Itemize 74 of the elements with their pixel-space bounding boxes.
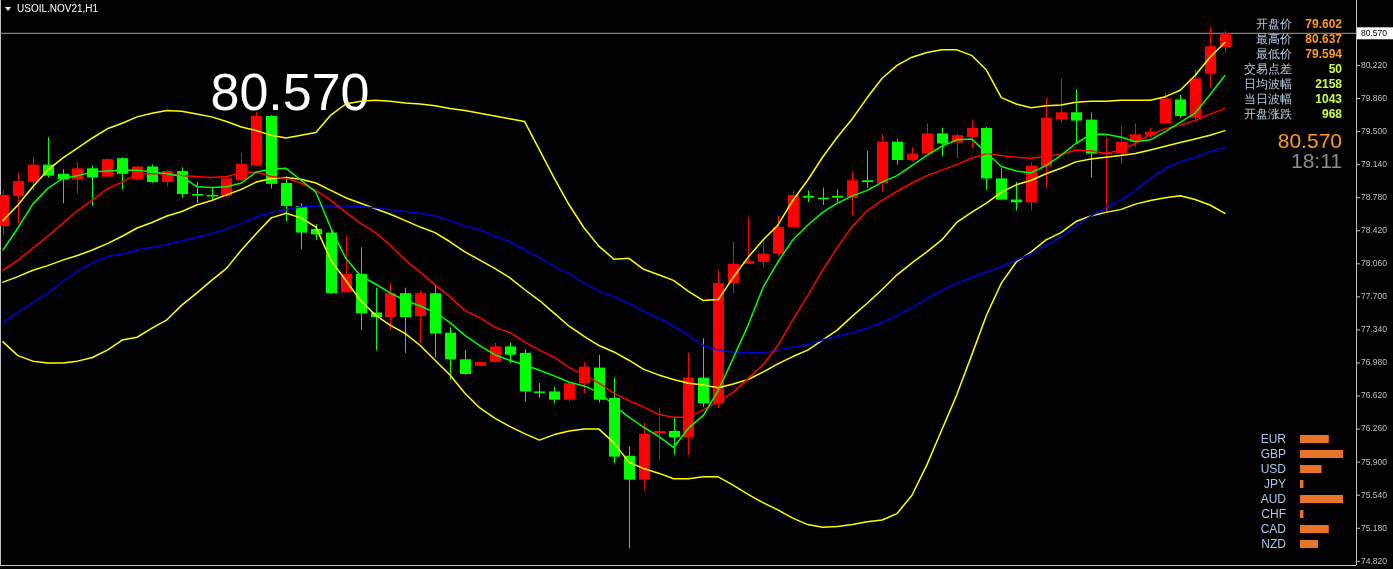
y-tick-label: 78.780 <box>1361 192 1389 203</box>
text: 开盘涨跌 <box>1244 107 1292 121</box>
y-tick-label: 75.900 <box>1361 456 1389 467</box>
candlestick <box>117 156 128 190</box>
y-tick-label: NZD <box>1261 537 1287 551</box>
y-tick-label: 79.860 <box>1361 92 1389 103</box>
y-tick-label: 75.540 <box>1361 489 1389 500</box>
bar <box>1300 525 1329 533</box>
bar <box>1300 495 1343 503</box>
y-tick-label: 74.820 <box>1361 555 1389 566</box>
candlestick <box>1071 88 1082 144</box>
text: 1043 <box>1315 92 1343 106</box>
y-tick-label: EUR <box>1260 432 1287 446</box>
text: 18:11 <box>1291 149 1342 172</box>
text: 80.570 <box>1277 129 1342 152</box>
candlestick <box>847 171 858 216</box>
bar <box>1300 435 1329 443</box>
text: 当日波幅 <box>1244 92 1292 106</box>
candlestick <box>460 349 471 376</box>
candlestick <box>192 181 203 204</box>
y-tick-label: 75.180 <box>1361 522 1389 533</box>
y-tick-label: 77.340 <box>1361 324 1389 335</box>
bar <box>1300 540 1319 548</box>
y-tick-label: AUD <box>1260 492 1287 506</box>
candlestick <box>385 282 396 331</box>
candlestick <box>892 138 903 166</box>
y-tick-label: 80.220 <box>1361 59 1389 70</box>
text: 79.594 <box>1305 47 1343 61</box>
candlestick <box>13 172 24 224</box>
line-series <box>2 129 1226 389</box>
candlestick <box>400 287 411 354</box>
text: 79.602 <box>1305 17 1343 31</box>
text: 开盘价 <box>1256 17 1292 31</box>
candlestick <box>1175 94 1186 119</box>
candlestick <box>415 289 426 344</box>
candlestick <box>937 127 948 157</box>
y-tick-label: GBP <box>1260 447 1286 461</box>
text: 交易点差 <box>1244 62 1292 76</box>
text: 最低价 <box>1256 47 1292 61</box>
line-series <box>2 195 1226 529</box>
y-tick-label: USD <box>1260 462 1287 476</box>
y-tick-label: 78.060 <box>1361 258 1389 269</box>
candlestick <box>743 216 754 265</box>
y-tick-label: 76.620 <box>1361 390 1389 401</box>
candlestick <box>922 122 933 155</box>
ref-line-label: 80.570 <box>1361 27 1389 38</box>
candlestick <box>758 239 769 268</box>
y-tick-label: 78.420 <box>1361 225 1389 236</box>
bar <box>1300 450 1343 458</box>
y-tick-label: CHF <box>1261 507 1286 521</box>
y-tick-label: CAD <box>1260 522 1287 536</box>
y-tick-label: 76.260 <box>1361 423 1389 434</box>
bar <box>1300 465 1322 473</box>
candlestick <box>28 156 39 191</box>
y-tick-label: JPY <box>1263 477 1286 491</box>
text: 50 <box>1328 62 1343 76</box>
y-tick-label: 79.500 <box>1361 125 1389 136</box>
annotation: 80.570 <box>210 63 370 121</box>
y-tick-label: 79.140 <box>1361 159 1389 169</box>
candlestick <box>281 176 292 223</box>
text: 80.637 <box>1305 32 1343 46</box>
candlestick <box>624 446 635 549</box>
y-tick-label: 76.980 <box>1361 357 1389 368</box>
candlestick <box>1056 77 1067 123</box>
candlestick <box>862 150 873 189</box>
text: 日均波幅 <box>1244 77 1292 91</box>
candlestick <box>967 119 978 149</box>
chart-title: USOIL.NOV21,H1 <box>17 3 99 14</box>
text: 968 <box>1321 107 1343 121</box>
line-series <box>2 146 1226 354</box>
candlestick <box>505 342 516 364</box>
y-tick-label: 77.700 <box>1361 291 1389 302</box>
text: 2158 <box>1315 77 1343 91</box>
text: 最高价 <box>1256 32 1292 46</box>
